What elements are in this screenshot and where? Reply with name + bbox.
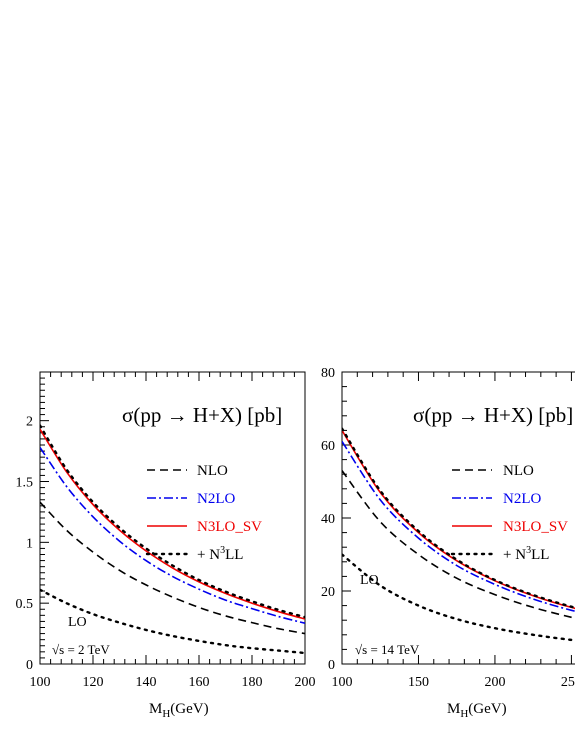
energy-label: √s = 2 TeV [52,642,110,657]
legend-label: N2LO [197,491,235,507]
x-tick-label: 100 [332,675,353,690]
x-axis-label-sub: H [460,708,468,720]
legend-label-prefix: + [197,547,209,563]
legend-label: NLO [197,463,228,479]
legend-label: N3LO_SV [503,519,568,535]
legend-label: + N3LL [197,545,243,563]
lo-annotation: LO [360,573,379,588]
chart-title: σ(pp → H+X) [pb] [413,403,573,427]
series-line-n2lo [342,440,575,613]
legend-label-prefix: + [503,547,515,563]
series-line-nlo [342,470,575,619]
series-line-n3ll [40,424,305,619]
x-tick-label: 180 [242,675,263,690]
series-line-lo [342,553,575,642]
x-tick-label: 150 [408,675,429,690]
legend-label-sup: 3 [526,545,531,556]
x-axis-label-m: M [447,701,460,717]
legend-label-core: LL [531,547,549,563]
series-lines [342,427,575,642]
x-axis-label-sub: H [162,708,170,720]
legend-label-n: N [515,547,526,563]
axis-ticks: 100 120 140 160 180 200 0 0.5 1 1.5 2 [16,371,316,690]
y-tick-label: 2 [26,415,33,430]
x-tick-label: 200 [295,675,316,690]
x-axis-label: MH(GeV) [447,701,507,720]
x-axis-label-rest: (GeV) [468,701,506,717]
x-tick-label: 160 [189,675,210,690]
series-lines [40,424,305,655]
energy-label: √s = 14 TeV [355,642,420,657]
y-tick-label: 1 [26,536,33,551]
y-tick-label: 0 [328,658,335,673]
legend: NLO N2LO N3LO_SV + N3LL [450,463,568,563]
legend-label: NLO [503,463,534,479]
y-tick-label: 20 [321,585,335,600]
legend: NLO N2LO N3LO_SV + N3LL [145,463,262,563]
y-tick-label: 1.5 [16,476,34,491]
axis-ticks: 100 150 200 250 0 20 40 60 80 [321,366,575,690]
chart-title: σ(pp → H+X) [pb] [122,403,282,427]
panel-2tev: 100 120 140 160 180 200 0 0.5 1 1.5 2 σ(pp → H+X) … [16,371,316,720]
legend-label: N3LO_SV [197,519,262,535]
y-tick-label: 60 [321,439,335,454]
legend-label-core: LL [225,547,243,563]
x-tick-label: 200 [484,675,505,690]
x-axis-label-rest: (GeV) [170,701,208,717]
x-tick-label: 120 [83,675,104,690]
legend-label-sup: 3 [220,545,225,556]
x-tick-label: 100 [30,675,51,690]
series-line-n3lo-sv [40,428,305,620]
y-tick-label: 80 [321,366,335,381]
x-axis-label: MH(GeV) [149,701,209,720]
series-line-n3ll [342,427,575,609]
y-tick-label: 0 [26,658,33,673]
y-tick-label: 0.5 [16,597,34,612]
legend-label: N2LO [503,491,541,507]
y-tick-label: 40 [321,512,335,527]
legend-label-n: N [209,547,220,563]
series-line-n2lo [40,446,305,624]
lo-annotation: LO [68,615,87,630]
x-tick-label: 140 [136,675,157,690]
panel-14tev: 100 150 200 250 0 20 40 60 80 σ(pp → H+X) [pb] L… [321,366,575,720]
x-tick-label: 250 [561,675,575,690]
legend-label: + N3LL [503,545,549,563]
x-axis-label-m: M [149,701,162,717]
